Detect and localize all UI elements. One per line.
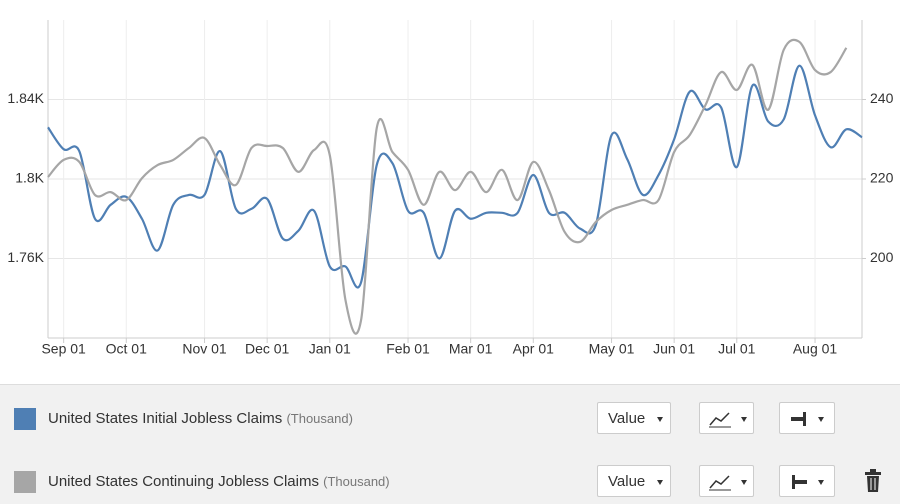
x-tick-label: Oct 01 xyxy=(106,341,147,357)
line-icon xyxy=(709,475,731,491)
x-tick-label: Dec 01 xyxy=(245,341,290,357)
legend-row: United States Initial Jobless Claims (Th… xyxy=(0,402,900,436)
delete-button[interactable] xyxy=(863,469,883,493)
x-tick-label: Sep 01 xyxy=(41,341,86,357)
x-tick-label: Aug 01 xyxy=(793,341,838,357)
mode-label: Value xyxy=(608,473,646,490)
series-line xyxy=(47,64,863,289)
legend-swatch xyxy=(14,471,36,493)
mode-select[interactable]: Value xyxy=(597,402,671,434)
chart: 1.76K 1.8K 1.84K 200 220 240 Sep 01 Oct 01 Nov 0… xyxy=(7,20,894,357)
series-unit: (Thousand) xyxy=(323,474,390,489)
y-tick-label: 1.76K xyxy=(7,249,44,265)
x-tick-label: Jul 01 xyxy=(718,341,756,357)
y2-tick-label: 220 xyxy=(870,170,894,186)
y-tick-label: 1.84K xyxy=(7,90,44,106)
x-tick-label: Apr 01 xyxy=(513,341,554,357)
y2-tick-label: 200 xyxy=(870,249,894,265)
line-icon xyxy=(709,412,731,428)
y-tick-label: 1.8K xyxy=(15,170,44,186)
legend-swatch xyxy=(14,408,36,430)
axis-right-icon xyxy=(791,412,806,426)
legend-row: United States Continuing Jobless Claims … xyxy=(0,465,900,499)
x-tick-label: May 01 xyxy=(589,341,635,357)
chart-type-select[interactable] xyxy=(699,465,754,497)
x-tick-label: Nov 01 xyxy=(182,341,227,357)
axis-select[interactable] xyxy=(779,402,835,434)
x-tick-label: Feb 01 xyxy=(386,341,430,357)
series-unit: (Thousand) xyxy=(286,411,353,426)
series-line xyxy=(47,38,848,335)
x-tick-label: Jan 01 xyxy=(309,341,351,357)
legend-entry: United States Initial Jobless Claims (Th… xyxy=(48,410,353,427)
series-name: United States Continuing Jobless Claims xyxy=(48,473,319,490)
chart-type-select[interactable] xyxy=(699,402,754,434)
axis-left-icon xyxy=(792,475,807,489)
mode-select[interactable]: Value xyxy=(597,465,671,497)
legend-panel: United States Initial Jobless Claims (Th… xyxy=(0,384,900,504)
x-tick-label: Jun 01 xyxy=(653,341,695,357)
x-tick-label: Mar 01 xyxy=(449,341,493,357)
series-name: United States Initial Jobless Claims xyxy=(48,410,283,427)
y2-tick-label: 240 xyxy=(870,90,894,106)
mode-label: Value xyxy=(608,410,646,427)
legend-entry: United States Continuing Jobless Claims … xyxy=(48,473,390,490)
axis-select[interactable] xyxy=(779,465,835,497)
